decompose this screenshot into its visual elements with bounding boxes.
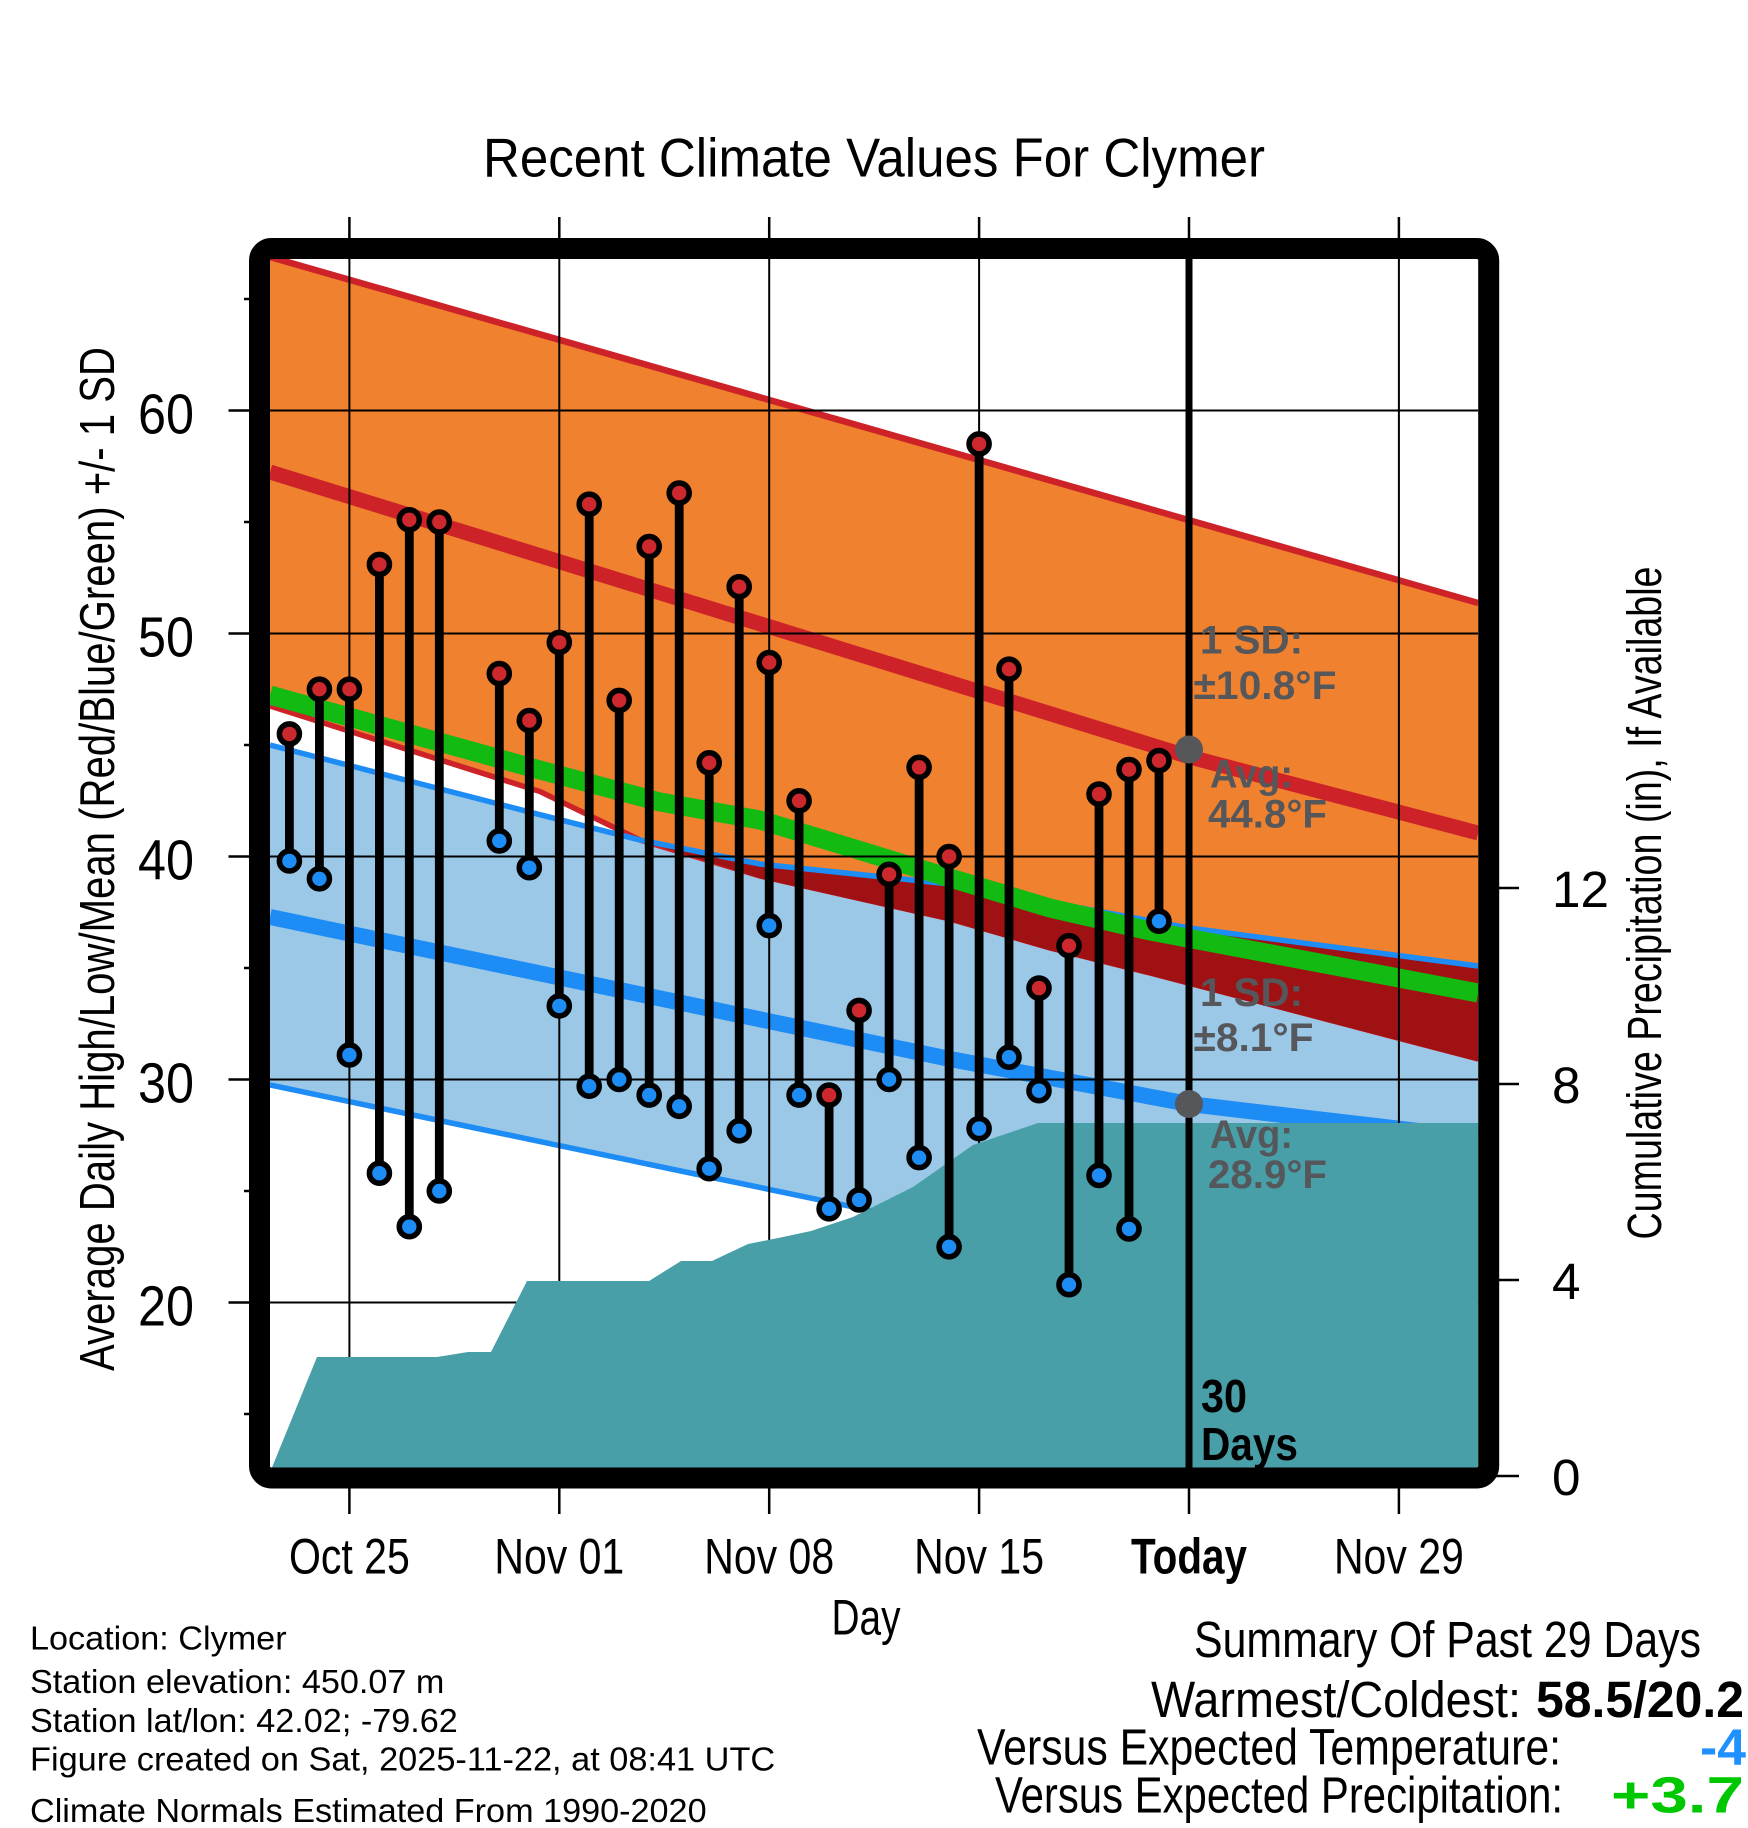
svg-text:8: 8 [1552,1057,1581,1114]
svg-text:Avg:: Avg: [1210,753,1293,797]
svg-text:-4: -4 [1700,1718,1747,1775]
svg-text:Summary Of Past 29 Days: Summary Of Past 29 Days [1194,1611,1701,1668]
svg-text:40: 40 [138,829,194,893]
svg-text:20: 20 [138,1275,194,1339]
svg-text:60: 60 [138,383,194,447]
svg-text:0: 0 [1552,1449,1581,1506]
svg-text:Climate Normals Estimated From: Climate Normals Estimated From 1990-2020 [30,1793,707,1828]
svg-text:Station elevation: 450.07 m: Station elevation: 450.07 m [30,1664,444,1701]
svg-text:Cumulative Precipitation (in),: Cumulative Precipitation (in), If Availa… [1618,567,1672,1240]
svg-text:Nov 29: Nov 29 [1334,1529,1464,1585]
svg-text:Figure created on Sat, 2025-11: Figure created on Sat, 2025-11-22, at 08… [30,1742,775,1779]
svg-text:Versus Expected Temperature:: Versus Expected Temperature: [977,1718,1561,1775]
svg-text:30: 30 [138,1052,194,1116]
svg-text:Nov 15: Nov 15 [914,1529,1044,1585]
svg-text:44.8°F: 44.8°F [1208,793,1327,837]
svg-text:±10.8°F: ±10.8°F [1194,664,1337,708]
svg-text:1 SD:: 1 SD: [1200,971,1303,1015]
svg-text:Recent Climate Values For Clym: Recent Climate Values For Clymer [483,127,1265,189]
svg-text:12: 12 [1552,861,1609,918]
svg-text:Station lat/lon: 42.02; -79.62: Station lat/lon: 42.02; -79.62 [30,1703,458,1740]
svg-text:+3.7: +3.7 [1611,1767,1744,1824]
svg-text:Average Daily High/Low/Mean (R: Average Daily High/Low/Mean (Red/Blue/Gr… [71,347,125,1371]
svg-text:50: 50 [138,606,194,670]
svg-text:4: 4 [1552,1253,1581,1310]
svg-text:Warmest/Coldest:: Warmest/Coldest: [1151,1671,1521,1728]
svg-text:Oct 25: Oct 25 [289,1529,410,1585]
svg-text:Location: Clymer: Location: Clymer [30,1621,287,1658]
svg-text:58.5/20.2: 58.5/20.2 [1536,1671,1744,1728]
svg-text:Avg:: Avg: [1210,1113,1293,1157]
svg-text:28.9°F: 28.9°F [1208,1153,1327,1197]
svg-text:Nov 08: Nov 08 [704,1529,834,1585]
svg-text:Versus Expected Precipitation:: Versus Expected Precipitation: [995,1767,1563,1824]
svg-text:1 SD:: 1 SD: [1200,619,1303,663]
svg-text:Nov 01: Nov 01 [494,1529,624,1585]
svg-text:Today: Today [1131,1529,1247,1585]
svg-text:30: 30 [1201,1370,1247,1422]
svg-text:±8.1°F: ±8.1°F [1194,1016,1314,1060]
svg-text:Days: Days [1201,1418,1298,1470]
svg-text:Day: Day [832,1590,901,1646]
